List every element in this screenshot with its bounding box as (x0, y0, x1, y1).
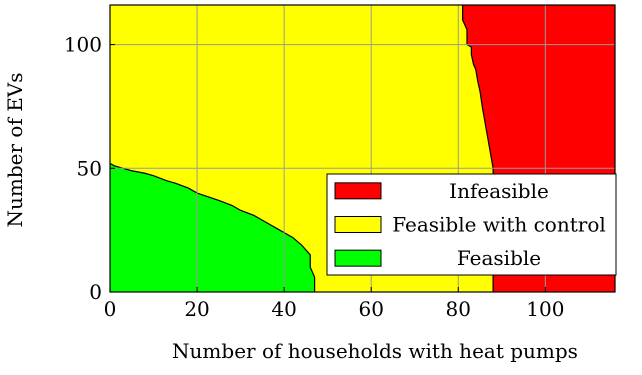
y-tick-label: 0 (89, 280, 102, 304)
x-tick-label: 60 (358, 297, 383, 321)
legend: Infeasible Feasible with control Feasible (327, 174, 616, 275)
x-tick-label: 80 (446, 297, 471, 321)
y-tick-label: 100 (64, 33, 102, 57)
x-tick-label: 40 (271, 297, 296, 321)
y-axis-label: Number of EVs (3, 72, 27, 227)
legend-swatch (335, 217, 381, 233)
x-tick-label: 0 (104, 297, 117, 321)
legend-label: Infeasible (449, 179, 549, 203)
y-tick-label: 50 (77, 156, 102, 180)
legend-label: Feasible (457, 246, 541, 270)
legend-swatch (335, 250, 381, 266)
legend-swatch (335, 183, 381, 199)
x-tick-label: 20 (184, 297, 209, 321)
x-tick-label: 100 (526, 297, 564, 321)
x-axis-label: Number of households with heat pumps (172, 339, 578, 363)
legend-label: Feasible with control (392, 213, 606, 237)
